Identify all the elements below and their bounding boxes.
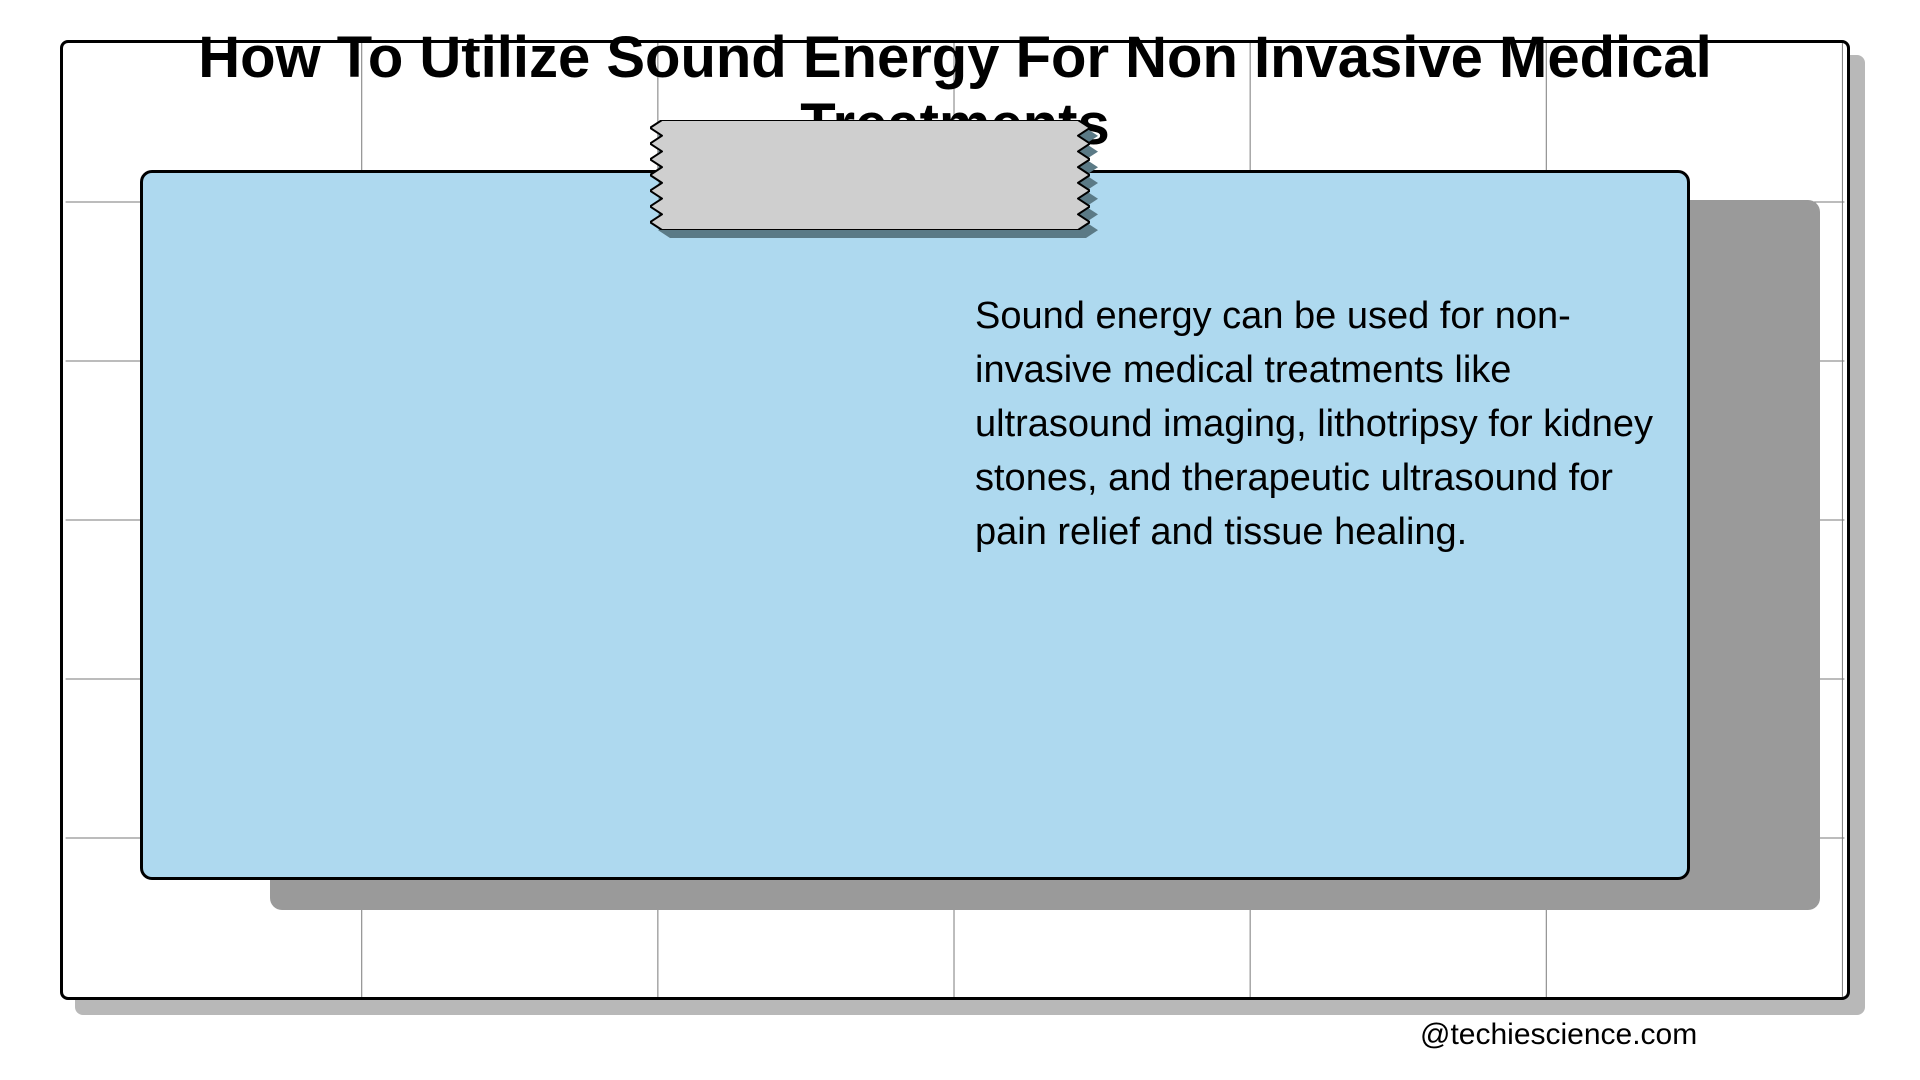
attribution-text: @techiescience.com	[1420, 1018, 1697, 1052]
tape-icon	[650, 120, 1090, 230]
body-text: Sound energy can be used for non-invasiv…	[975, 290, 1655, 560]
tape-decoration	[650, 120, 1102, 242]
